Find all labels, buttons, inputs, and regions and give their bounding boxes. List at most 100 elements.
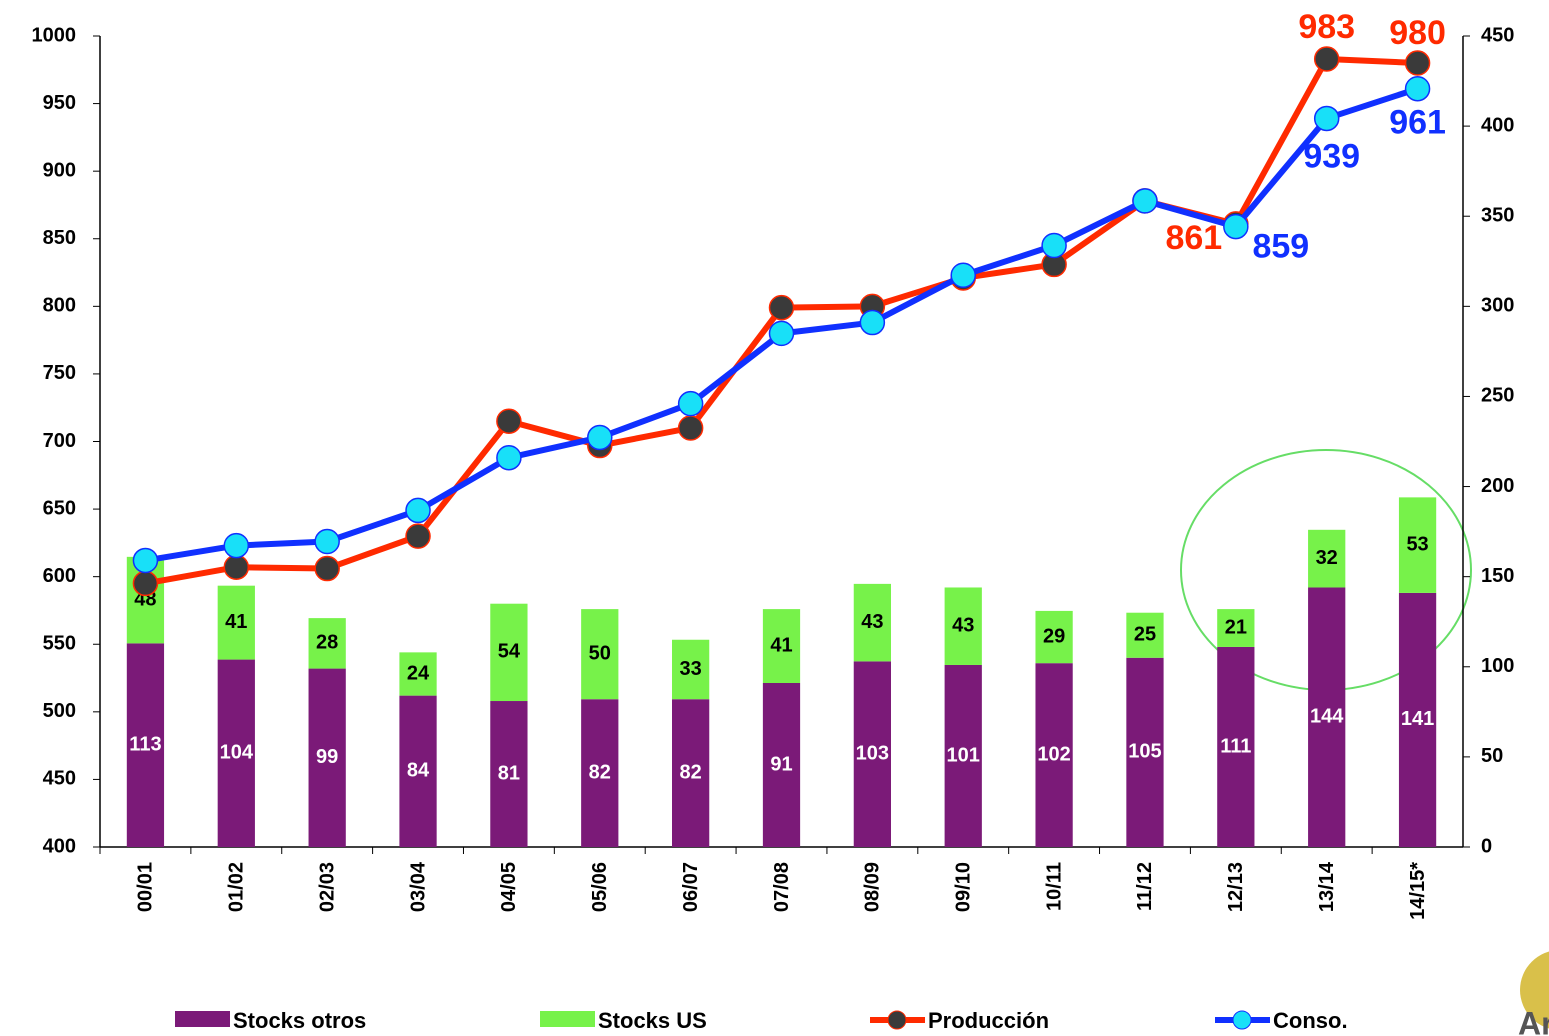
x-tick-label: 06/07 [680,862,702,912]
point [405,497,431,524]
x-tick-label: 11/12 [1134,862,1156,911]
bar-label: 54 [498,641,521,663]
line-label: 859 [1252,228,1309,266]
point [950,262,976,288]
point [1404,50,1431,76]
bar [399,652,437,696]
y-tick-label: 750 [43,362,76,384]
bar [1308,529,1346,588]
y2-tick-label: 350 [1481,205,1514,227]
bar [126,643,165,847]
bar-label: 33 [680,658,702,680]
legend-label: Conso. [1273,1008,1348,1033]
bar [217,585,255,660]
point [677,415,704,441]
point [1041,232,1067,259]
bar [1126,657,1164,847]
bar [1398,497,1437,593]
bar-label: 105 [1128,741,1161,763]
point [1313,46,1340,72]
legend-marker [887,1010,907,1030]
point [496,444,522,471]
point [314,555,340,582]
x-tick-label: 08/09 [862,862,884,912]
legend-label: Stocks US [598,1008,707,1033]
legend-marker [1232,1010,1252,1030]
bar [1217,609,1255,647]
bar-label: 32 [1316,547,1338,569]
bar-label: 144 [1310,706,1344,728]
bar [762,609,801,683]
bar-label: 104 [220,742,254,764]
y-tick-label: 500 [43,700,76,722]
bar-label: 53 [1406,533,1428,555]
point [859,309,886,336]
y2-tick-label: 250 [1481,385,1514,407]
bar [1217,646,1255,847]
bar [672,639,710,700]
bar-label: 28 [316,632,338,654]
line-label: 961 [1389,104,1446,142]
y-tick-label: 900 [43,159,76,181]
bar [399,695,437,847]
bar [308,668,346,847]
y-tick-label: 400 [43,835,76,857]
bar-label: 99 [316,746,338,768]
y2-tick-label: 100 [1481,655,1514,677]
line-label: 980 [1389,14,1446,52]
x-tick-label: 12/13 [1225,862,1247,912]
line-label: 939 [1303,137,1360,175]
point [496,408,522,434]
point [314,528,340,555]
point [223,554,250,580]
legend-swatch [175,1011,230,1027]
x-tick-label: 09/10 [953,862,975,912]
bar-label: 111 [1220,735,1251,757]
y-tick-label: 450 [43,768,76,790]
bar [308,618,346,669]
y-tick-label: 800 [43,295,76,317]
bar [1126,612,1164,658]
bar [490,701,528,847]
point [1313,105,1340,132]
y-tick-label: 850 [43,227,76,249]
bar [944,664,982,847]
x-tick-label: 07/08 [771,862,793,912]
legend-label: Stocks otros [233,1008,366,1033]
x-tick-label: 00/01 [135,862,157,912]
x-tick-label: 04/05 [498,862,520,912]
bar [217,659,255,847]
bar [1398,592,1437,847]
line-label: 861 [1165,219,1222,257]
bar-label: 29 [1043,625,1065,647]
y-tick-label: 950 [43,92,76,114]
bar-label: 81 [498,762,520,784]
point [132,547,159,574]
point [223,532,250,559]
point [132,570,159,597]
point [768,294,795,321]
point [677,390,704,417]
y-tick-label: 600 [43,565,76,587]
x-tick-label: 01/02 [226,862,248,912]
bar-label: 141 [1401,708,1434,730]
legend-swatch [540,1011,595,1027]
x-tick-label: 02/03 [316,862,338,912]
y-tick-label: 1000 [32,24,77,46]
y2-tick-label: 300 [1481,295,1514,317]
bar-label: 41 [770,634,792,656]
bar-label: 101 [947,744,980,766]
bar [853,661,891,847]
bar-label: 24 [407,662,430,684]
x-tick-label: 10/11 [1043,862,1065,911]
x-tick-label: 03/04 [407,861,429,912]
y2-tick-label: 50 [1481,745,1503,767]
bar-label: 21 [1225,616,1247,638]
bar [762,682,801,847]
point [1223,213,1249,240]
point [1404,75,1431,102]
y2-tick-label: 400 [1481,114,1514,136]
x-tick-label: 05/06 [589,862,611,912]
